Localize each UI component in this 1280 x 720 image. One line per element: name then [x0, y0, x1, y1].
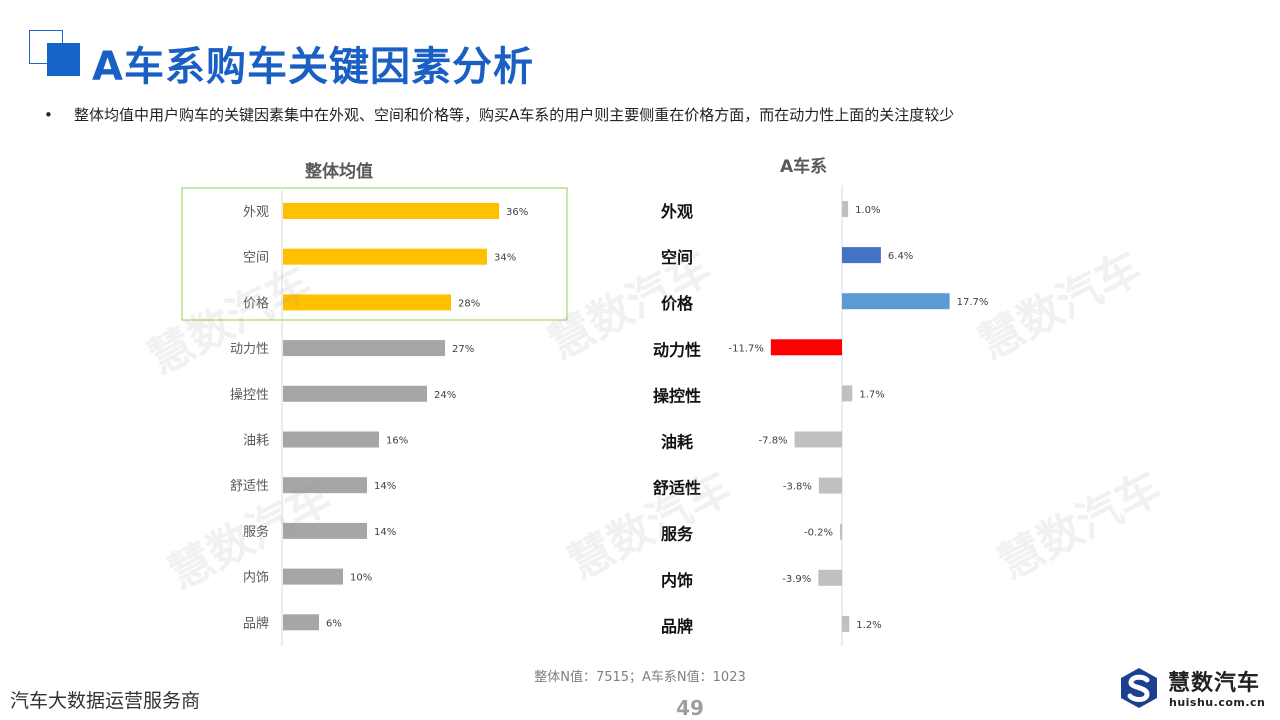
right-bar: [818, 477, 842, 494]
right-bar: [842, 615, 850, 632]
summary-text: 整体均值中用户购车的关键因素集中在外观、空间和价格等，购买A车系的用户则主要侧重…: [74, 106, 955, 124]
page-title: A车系购车关键因素分析: [92, 44, 534, 90]
right-category-label: 空间: [661, 248, 693, 267]
left-bar: [283, 614, 319, 631]
right-category-label: 油耗: [661, 433, 693, 452]
left-category-label: 油耗: [243, 434, 269, 449]
logo-name: 慧数汽车: [1168, 671, 1261, 696]
right-chart: 外观 1.0% 空间 6.4% 价格 17.7% 动力性 -11.7% 操控性 1.7% 油耗 -7.…: [653, 201, 988, 636]
left-value-label: 14%: [374, 527, 396, 538]
left-category-label: 服务: [243, 524, 269, 540]
page-number: 49: [676, 696, 704, 720]
right-bar: [770, 339, 842, 356]
bullet-dot-icon: •: [44, 106, 53, 124]
left-value-label: 24%: [434, 390, 456, 401]
left-bar: [283, 294, 451, 311]
left-value-label: 28%: [458, 298, 480, 309]
right-category-label: 操控性: [653, 386, 701, 405]
left-value-label: 14%: [374, 481, 396, 492]
right-bar: [842, 385, 853, 402]
highlight-box: [181, 187, 568, 321]
left-bar: [283, 340, 445, 357]
right-category-label: 价格: [661, 294, 694, 313]
left-category-label: 舒适性: [230, 479, 269, 494]
right-value-label: -3.9%: [782, 574, 811, 585]
left-bar: [283, 203, 499, 219]
left-bar: [283, 522, 367, 539]
right-category-label: 舒适性: [653, 479, 701, 498]
right-category-label: 品牌: [661, 617, 693, 636]
left-category-label: 空间: [243, 251, 269, 266]
summary-bullet: • 整体均值中用户购车的关键因素集中在外观、空间和价格等，购买A车系的用户则主要侧…: [44, 104, 954, 125]
left-value-label: 34%: [494, 253, 516, 264]
left-value-label: 36%: [506, 207, 528, 218]
right-category-label: 外观: [660, 202, 693, 221]
left-category-label: 价格: [243, 295, 269, 311]
left-category-label: 内饰: [243, 570, 269, 586]
right-bar: [840, 523, 842, 540]
company-tagline: 汽车大数据运营服务商: [10, 690, 201, 712]
left-bar: [283, 568, 343, 585]
right-bar: [842, 293, 950, 310]
left-chart-title: 整体均值: [305, 162, 373, 182]
right-category-label: 内饰: [661, 571, 693, 590]
right-value-label: 1.2%: [856, 620, 881, 631]
left-value-label: 6%: [326, 618, 342, 629]
left-value-label: 10%: [350, 573, 372, 584]
left-category-label: 动力性: [230, 342, 269, 357]
left-bar: [283, 385, 427, 402]
left-category-label: 操控性: [230, 387, 269, 403]
left-bar: [283, 248, 487, 265]
company-logo: 慧数汽车 huishu.com.cn: [1116, 663, 1268, 713]
right-chart-title: A车系: [780, 157, 828, 177]
logo-url: huishu.com.cn: [1169, 696, 1266, 709]
right-category-label: 动力性: [653, 340, 701, 359]
right-value-label: 1.0%: [855, 205, 880, 216]
left-value-label: 16%: [386, 436, 408, 447]
left-category-label: 品牌: [243, 615, 269, 631]
left-category-label: 外观: [243, 205, 269, 220]
right-value-label: 17.7%: [957, 297, 989, 308]
right-value-label: -11.7%: [728, 343, 763, 354]
right-bar: [842, 201, 849, 217]
sample-size-footnote: 整体N值：7515；A车系N值：1023: [534, 670, 746, 685]
title-decoration-square: [47, 43, 80, 76]
left-chart: 外观 36% 空间 34% 价格 28% 动力性 27% 操控性 24% 油耗 16% 舒适性 14% 服务…: [230, 203, 528, 631]
right-bar: [842, 247, 881, 264]
left-bar: [283, 431, 379, 448]
right-bar: [794, 431, 842, 448]
right-bar: [818, 569, 842, 586]
right-value-label: -7.8%: [759, 436, 788, 447]
right-value-label: 1.7%: [859, 389, 884, 400]
huishu-logo-icon: [1121, 668, 1157, 708]
right-value-label: -0.2%: [804, 528, 833, 539]
right-category-label: 服务: [661, 525, 694, 544]
right-value-label: 6.4%: [888, 251, 913, 262]
left-value-label: 27%: [452, 344, 474, 355]
right-value-label: -3.8%: [783, 482, 812, 493]
left-bar: [283, 477, 367, 494]
